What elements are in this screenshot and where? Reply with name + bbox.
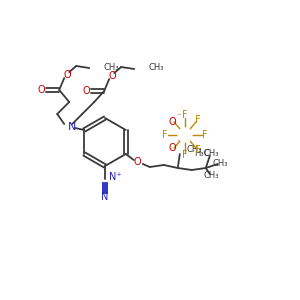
Text: F: F (202, 130, 208, 140)
Text: CH₃: CH₃ (203, 149, 218, 158)
Text: N: N (68, 122, 76, 132)
Text: N⁺: N⁺ (109, 172, 122, 182)
Text: ⁻: ⁻ (177, 112, 181, 121)
Text: O: O (108, 71, 116, 81)
Circle shape (178, 128, 192, 142)
Text: CH₃: CH₃ (212, 158, 227, 167)
Text: F: F (162, 130, 168, 140)
Text: O: O (63, 70, 71, 80)
Text: F: F (182, 150, 188, 160)
Text: ⁻: ⁻ (177, 137, 181, 146)
Text: CH₃: CH₃ (186, 145, 202, 154)
Text: P: P (181, 128, 189, 142)
Text: O: O (168, 117, 176, 127)
Text: O: O (134, 157, 142, 167)
Text: O: O (38, 85, 45, 95)
Text: CH₃: CH₃ (148, 64, 164, 73)
Text: H₃C: H₃C (194, 149, 209, 158)
Text: O: O (82, 86, 90, 96)
Text: F: F (195, 145, 201, 155)
Text: O: O (168, 143, 176, 153)
Text: F: F (195, 115, 201, 125)
Text: CH₃: CH₃ (103, 62, 119, 71)
Text: N: N (101, 192, 109, 202)
Text: F: F (182, 110, 188, 120)
Text: CH₃: CH₃ (203, 172, 218, 181)
